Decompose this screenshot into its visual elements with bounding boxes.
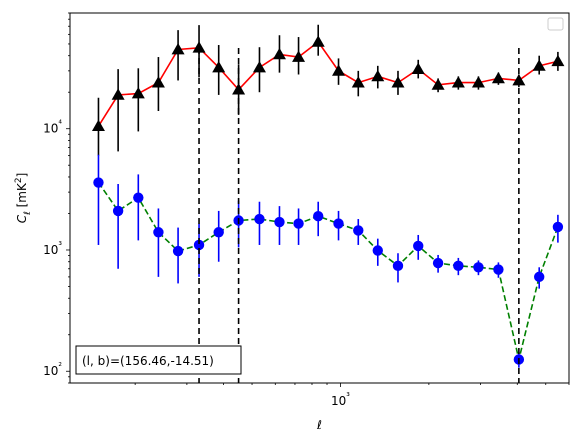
data-point: [552, 221, 564, 233]
data-point: [193, 239, 205, 251]
data-point: [131, 87, 145, 99]
data-point: [254, 213, 265, 225]
data-point: [274, 216, 285, 228]
data-point: [133, 192, 144, 203]
data-point: [313, 210, 324, 222]
x-axis-label: ℓ: [316, 418, 322, 432]
data-point: [353, 225, 364, 236]
data-point: [551, 54, 565, 67]
plot-area: [69, 12, 570, 384]
data-point: [333, 218, 344, 229]
annotation-frame: [75, 345, 242, 375]
data-point: [192, 41, 206, 53]
data-point: [252, 60, 266, 73]
data-point: [272, 47, 286, 60]
data-point: [413, 240, 424, 252]
data-point: [432, 257, 444, 269]
data-point: [453, 260, 464, 272]
data-point: [172, 245, 184, 257]
annotation-text: (l, b)=(156.46,-14.51): [82, 354, 214, 368]
data-point: [411, 62, 425, 75]
data-point: [311, 35, 325, 47]
data-point: [112, 205, 124, 217]
plot-frame: [69, 12, 570, 384]
data-point: [372, 245, 383, 256]
y-tick-label: 10²: [43, 362, 62, 378]
axis-ticks: 10² 10³ 10⁴ 10³: [43, 12, 570, 408]
data-point: [351, 76, 365, 88]
legend: [547, 17, 564, 31]
vertical-dashed-lines: [198, 48, 520, 383]
data-point: [111, 88, 125, 100]
data-point: [493, 264, 504, 275]
data-point: [392, 260, 404, 272]
data-point: [391, 76, 405, 88]
data-point: [534, 271, 545, 283]
data-point: [471, 76, 485, 88]
data-point: [293, 218, 304, 229]
data-point: [451, 76, 465, 88]
legend-box: [547, 17, 564, 31]
y-tick-label: 10³: [43, 241, 62, 257]
data-point: [491, 71, 505, 84]
annotation-box: (l, b)=(156.46,-14.51): [75, 345, 242, 375]
data-point: [473, 262, 484, 273]
data-point: [292, 50, 306, 62]
data-point: [532, 59, 546, 71]
y-axis-label: Cℓ [mK2]: [14, 173, 33, 224]
data-point: [371, 69, 385, 82]
data-point: [332, 64, 346, 76]
series-line-0: [97, 40, 559, 127]
data-point: [212, 60, 226, 73]
data-point: [171, 43, 185, 55]
series-markers: [91, 35, 565, 365]
data-point: [93, 177, 104, 188]
data-point: [213, 227, 224, 238]
data-point: [151, 76, 165, 88]
data-point: [153, 227, 164, 238]
data-point: [91, 119, 105, 132]
data-point: [431, 78, 445, 90]
y-tick-label: 10⁴: [43, 120, 62, 136]
x-tick-label: 10³: [331, 392, 350, 408]
